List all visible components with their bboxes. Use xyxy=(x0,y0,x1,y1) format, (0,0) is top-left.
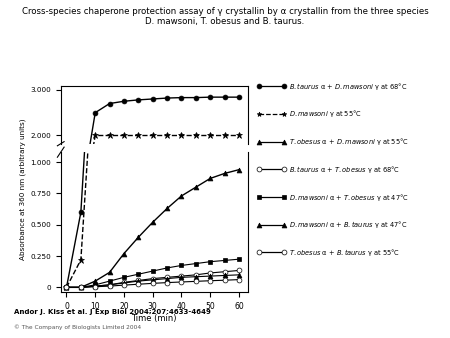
Text: $\it{D. mawsoni}$ α + $\it{T. obesus}$ γ at 47°C: $\it{D. mawsoni}$ α + $\it{T. obesus}$ γ… xyxy=(289,192,409,202)
Text: Andor J. Kiss et al. J Exp Biol 2004;207:4633-4649: Andor J. Kiss et al. J Exp Biol 2004;207… xyxy=(14,309,211,315)
Text: Cross-species chaperone protection assay of γ crystallin by α crystallin from th: Cross-species chaperone protection assay… xyxy=(22,7,428,26)
Text: Absorbance at 360 nm (arbitrary units): Absorbance at 360 nm (arbitrary units) xyxy=(19,119,26,260)
Text: $\it{T. obesus}$ α + $\it{D. mawsoni}$ γ at 55°C: $\it{T. obesus}$ α + $\it{D. mawsoni}$ γ… xyxy=(289,136,409,147)
Text: $\it{T. obesus}$ α + $\it{B. taurus}$ γ at 55°C: $\it{T. obesus}$ α + $\it{B. taurus}$ γ … xyxy=(289,247,400,258)
Text: © The Company of Biologists Limited 2004: © The Company of Biologists Limited 2004 xyxy=(14,324,140,330)
Text: $\it{B. taurus}$ α + $\it{T. obesus}$ γ at 68°C: $\it{B. taurus}$ α + $\it{T. obesus}$ γ … xyxy=(289,164,400,175)
Text: $\it{D. mawsoni}$ γ at 55°C: $\it{D. mawsoni}$ γ at 55°C xyxy=(289,108,362,119)
Text: $\it{D. mawsoni}$ α + $\it{B. taurus}$ γ at 47°C: $\it{D. mawsoni}$ α + $\it{B. taurus}$ γ… xyxy=(289,219,407,230)
Text: $\it{B. taurus}$ α + $\it{D. mawsoni}$ γ at 68°C: $\it{B. taurus}$ α + $\it{D. mawsoni}$ γ… xyxy=(289,81,407,92)
X-axis label: Time (min): Time (min) xyxy=(131,314,177,323)
